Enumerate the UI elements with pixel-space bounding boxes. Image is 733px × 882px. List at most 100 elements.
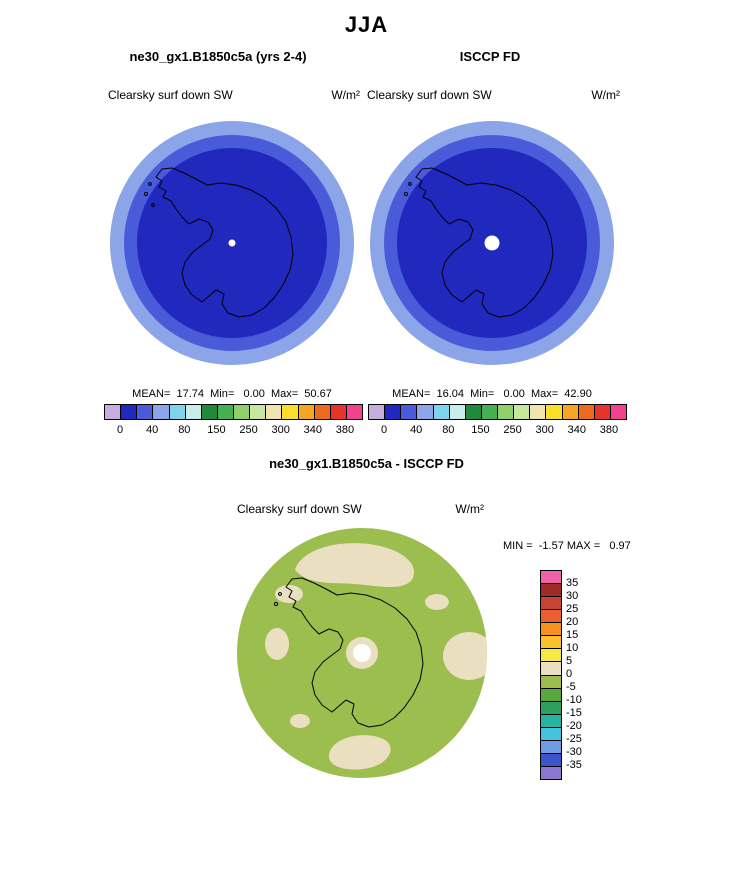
colorbar-segment bbox=[120, 405, 137, 419]
tan-patch bbox=[425, 594, 449, 610]
colorbar-segment bbox=[480, 405, 497, 419]
tan-patch bbox=[275, 585, 303, 603]
colorbar-segment bbox=[313, 405, 330, 419]
colorbar-tick-label: 0 bbox=[381, 424, 388, 436]
colorbar-segment bbox=[541, 622, 561, 636]
tan-patch-group bbox=[265, 543, 487, 770]
colorbar-segment bbox=[249, 405, 266, 419]
colorbar-boundary-label: -25 bbox=[566, 733, 582, 745]
right-colorbar-ticks: 0 40 80 150 250 300 340 380 bbox=[368, 424, 625, 438]
colorbar-boundary-label: -35 bbox=[566, 759, 582, 771]
colorbar-boundary-label: 5 bbox=[566, 655, 573, 667]
colorbar-segment bbox=[541, 661, 561, 675]
colorbar-segment bbox=[200, 405, 217, 419]
antarctica-coastline bbox=[415, 167, 554, 318]
colorbar-boundary-label: 10 bbox=[566, 642, 579, 654]
season-title: JJA bbox=[344, 12, 389, 37]
colorbar-tick-label: 250 bbox=[503, 424, 522, 436]
colorbar-segment bbox=[593, 405, 610, 419]
pole-hole bbox=[228, 239, 236, 247]
left-panel-title: ne30_gx1.B1850c5a (yrs 2-4) bbox=[129, 49, 307, 64]
colorbar-segment bbox=[609, 405, 626, 419]
colorbar-segment bbox=[541, 739, 561, 753]
colorbar-segment bbox=[541, 674, 561, 688]
colorbar-segment bbox=[105, 405, 121, 419]
colorbar-segment bbox=[541, 609, 561, 623]
diff-variable-label: Clearsky surf down SW bbox=[237, 502, 362, 516]
colorbar-segment bbox=[136, 405, 153, 419]
left-variable-label: Clearsky surf down SW bbox=[108, 88, 233, 102]
colorbar-segment bbox=[233, 405, 250, 419]
diff-units-label: W/m² bbox=[455, 502, 484, 516]
diff-minmax-line: MIN = -1.57 MAX = 0.97 bbox=[503, 540, 631, 552]
island-mark bbox=[408, 182, 412, 186]
colorbar-segment bbox=[497, 405, 514, 419]
colorbar-segment bbox=[561, 405, 578, 419]
tan-patch bbox=[265, 628, 289, 660]
diff-colorbar-labels: 35 30 25 20 15 10 5 0 -5 -10 -15 -20 -25 -30 -35 bbox=[566, 570, 600, 778]
colorbar-segment bbox=[329, 405, 346, 419]
colorbar-segment bbox=[416, 405, 433, 419]
colorbar-tick-label: 380 bbox=[335, 424, 355, 436]
colorbar-boundary-label: 35 bbox=[566, 577, 579, 589]
right-units-label: W/m² bbox=[591, 88, 620, 102]
colorbar-segment bbox=[541, 713, 561, 727]
colorbar-segment bbox=[541, 648, 561, 662]
antarctica-coastline bbox=[285, 577, 424, 728]
colorbar-tick-label: 300 bbox=[271, 424, 290, 436]
colorbar-segment bbox=[152, 405, 169, 419]
pole-hole bbox=[484, 235, 500, 251]
colorbar-segment bbox=[541, 765, 561, 779]
right-polar-map bbox=[370, 121, 614, 365]
left-units-label: W/m² bbox=[331, 88, 360, 102]
colorbar-segment bbox=[384, 405, 401, 419]
island-mark bbox=[143, 191, 149, 197]
diff-subtitle-row: Clearsky surf down SW W/m² bbox=[237, 502, 484, 516]
colorbar-segment bbox=[541, 583, 561, 597]
colorbar-tick-label: 150 bbox=[471, 424, 490, 436]
antarctica-coastline bbox=[155, 167, 294, 318]
colorbar-segment bbox=[464, 405, 481, 419]
colorbar-boundary-label: 0 bbox=[566, 668, 573, 680]
colorbar-segment bbox=[541, 687, 561, 701]
colorbar-segment bbox=[541, 571, 561, 584]
colorbar-segment bbox=[529, 405, 546, 419]
colorbar-boundary-label: -5 bbox=[566, 681, 576, 693]
colorbar-tick-label: 250 bbox=[239, 424, 258, 436]
colorbar-boundary-label: 20 bbox=[566, 616, 579, 628]
colorbar-segment bbox=[545, 405, 562, 419]
island-mark bbox=[148, 182, 152, 186]
colorbar-segment bbox=[577, 405, 594, 419]
colorbar-tick-label: 300 bbox=[535, 424, 554, 436]
colorbar-tick-label: 0 bbox=[117, 424, 124, 436]
colorbar-boundary-label: -10 bbox=[566, 694, 582, 706]
colorbar-boundary-label: 25 bbox=[566, 603, 579, 615]
colorbar-tick-label: 380 bbox=[599, 424, 619, 436]
colorbar-boundary-label: 15 bbox=[566, 629, 579, 641]
right-panel-title: ISCCP FD bbox=[459, 49, 521, 64]
diff-colorbar bbox=[540, 570, 562, 780]
colorbar-segment bbox=[541, 635, 561, 649]
left-colorbar-ticks: 0 40 80 150 250 300 340 380 bbox=[104, 424, 361, 438]
left-stats-line: MEAN= 17.74 Min= 0.00 Max= 50.67 bbox=[132, 388, 332, 400]
colorbar-boundary-label: 30 bbox=[566, 590, 579, 602]
tan-patch bbox=[443, 632, 487, 680]
colorbar-segment bbox=[541, 596, 561, 610]
colorbar-segment bbox=[513, 405, 530, 419]
colorbar-tick-label: 40 bbox=[410, 424, 423, 436]
coastline-group bbox=[273, 577, 424, 728]
colorbar-tick-label: 80 bbox=[178, 424, 191, 436]
island-mark bbox=[151, 203, 155, 207]
difference-title: ne30_gx1.B1850c5a - ISCCP FD bbox=[269, 456, 464, 471]
island-mark bbox=[403, 191, 409, 197]
left-colorbar bbox=[104, 404, 363, 420]
colorbar-segment bbox=[265, 405, 282, 419]
colorbar-tick-label: 340 bbox=[303, 424, 322, 436]
colorbar-segment bbox=[541, 726, 561, 740]
tan-patch bbox=[295, 543, 415, 587]
right-variable-label: Clearsky surf down SW bbox=[367, 88, 492, 102]
left-polar-map bbox=[110, 121, 354, 365]
left-subtitle-row: Clearsky surf down SW W/m² bbox=[108, 88, 360, 102]
colorbar-segment bbox=[541, 752, 561, 766]
